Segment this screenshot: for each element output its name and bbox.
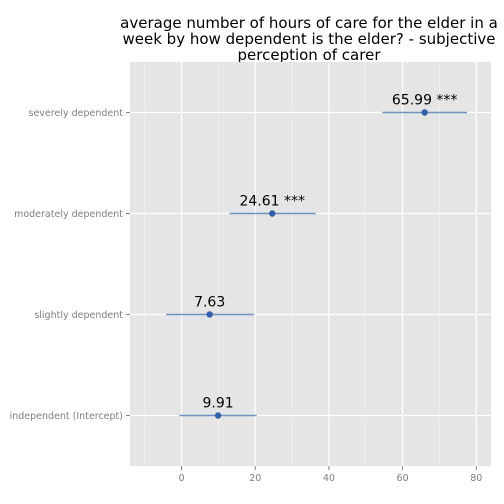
y-tick-label: independent (Intercept) (10, 411, 123, 422)
estimate-point (206, 311, 213, 318)
x-tick-label: 40 (323, 473, 335, 484)
x-axis: 0 20 40 60 80 (179, 466, 482, 484)
x-tick-label: 80 (470, 473, 482, 484)
x-tick-label: 0 (179, 473, 185, 484)
minor-gridlines (144, 62, 440, 466)
chart-title-line: week by how dependent is the elder? - su… (123, 30, 496, 48)
x-tick-label: 20 (249, 473, 261, 484)
data-label: 9.91 (202, 396, 233, 412)
data-label: 65.99 *** (392, 93, 458, 109)
data-label: 7.63 (194, 295, 225, 311)
data-label: 24.61 *** (239, 194, 305, 210)
y-tick-label: severely dependent (29, 108, 124, 119)
estimate-point (269, 210, 276, 217)
data-marks: 65.99 *** 24.61 *** 7.63 9.91 (166, 93, 468, 419)
chart-title: average number of hours of care for the … (120, 14, 498, 64)
y-tick-label: slightly dependent (34, 310, 123, 321)
x-tick-label: 60 (397, 473, 409, 484)
chart-title-line: average number of hours of care for the … (120, 14, 498, 32)
plot-panel (130, 62, 491, 466)
estimate-point (214, 412, 222, 419)
y-axis: severely dependent moderately dependent sl… (10, 108, 130, 422)
chart-title-line: perception of carer (238, 46, 382, 64)
y-tick-label: moderately dependent (14, 209, 123, 220)
estimate-point (421, 109, 428, 116)
